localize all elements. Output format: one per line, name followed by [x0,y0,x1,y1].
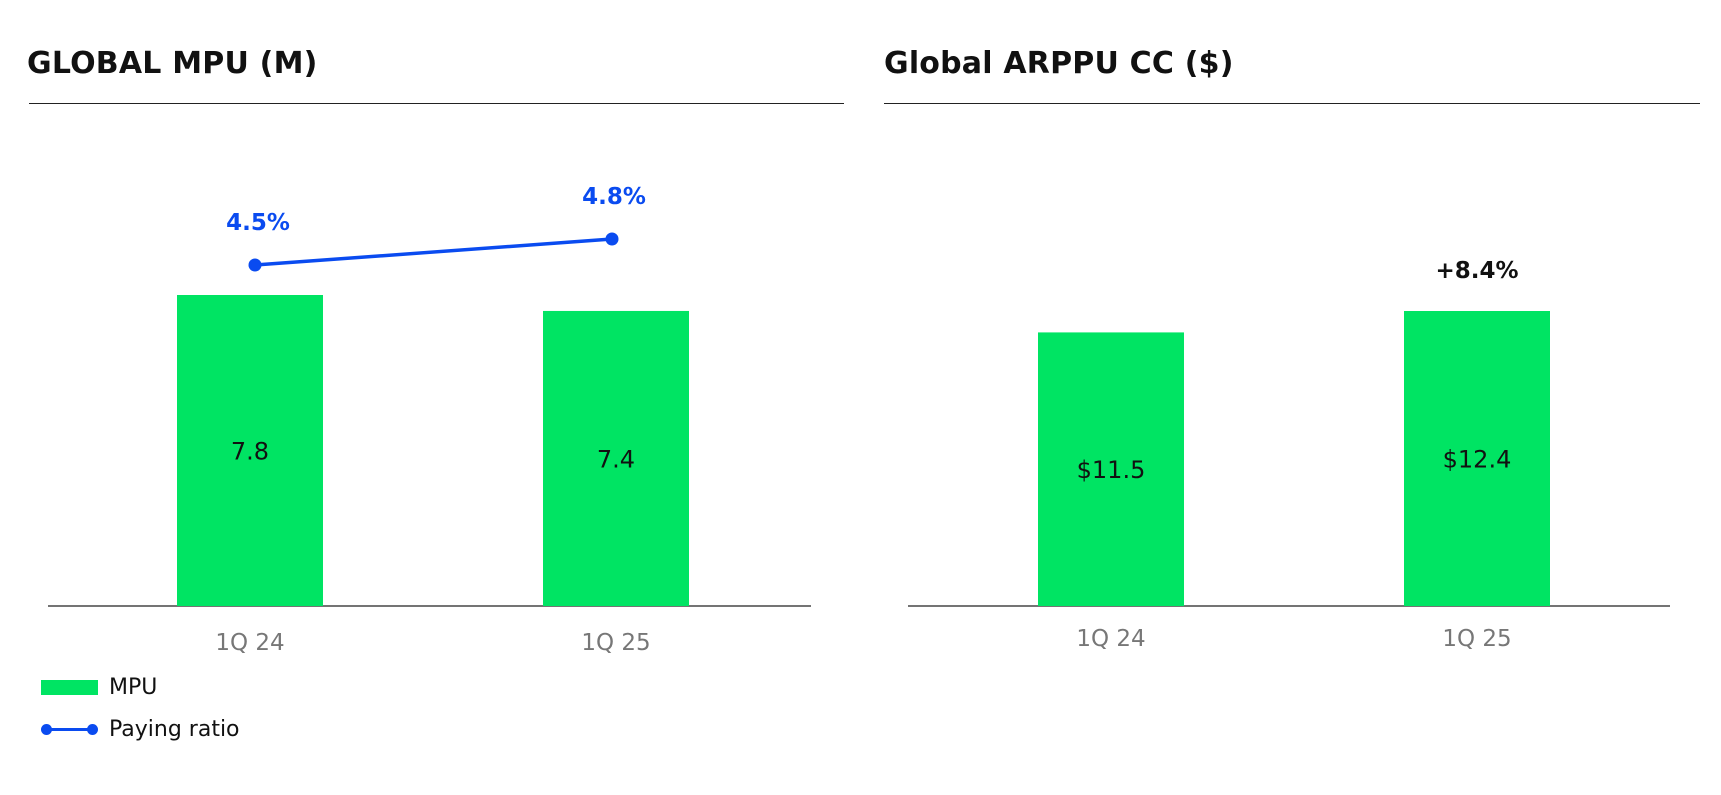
mpu-title-rule [29,103,844,104]
paying-ratio-point-1 [605,232,619,246]
mpu-chart-title: GLOBAL MPU (M) [27,46,318,81]
arppu-growth-annotation: +8.4% [1435,258,1518,284]
paying-ratio-point-0 [248,258,262,272]
legend-label-mpu: MPU [109,675,158,700]
arppu-title-rule [884,103,1700,104]
legend-label-paying-ratio: Paying ratio [109,717,240,742]
paying-ratio-line [254,237,613,267]
mpu-bar-1 [543,310,689,606]
arppu-bar-0 [1038,332,1184,606]
legend-swatch-paying-ratio [41,722,98,737]
mpu-x-tick-1: 1Q 25 [581,630,650,656]
legend-item-paying-ratio: Paying ratio [41,717,240,742]
paying-ratio-label-0: 4.5% [226,210,290,236]
legend-swatch-mpu [41,680,98,695]
mpu-bar-label-1: 7.4 [597,445,635,473]
arppu-chart-title: Global ARPPU CC ($) [884,46,1234,81]
mpu-bar-label-0: 7.8 [231,438,269,466]
legend-item-mpu: MPU [41,675,157,700]
arppu-bar-1 [1404,311,1550,606]
mpu-bar-0 [177,295,323,606]
arppu-x-tick-0: 1Q 24 [1076,626,1145,652]
mpu-x-tick-0: 1Q 24 [215,630,284,656]
arppu-bar-label-0: $11.5 [1077,456,1146,484]
arppu-bar-label-1: $12.4 [1443,446,1512,474]
paying-ratio-label-1: 4.8% [582,184,646,210]
arppu-x-tick-1: 1Q 25 [1442,626,1511,652]
